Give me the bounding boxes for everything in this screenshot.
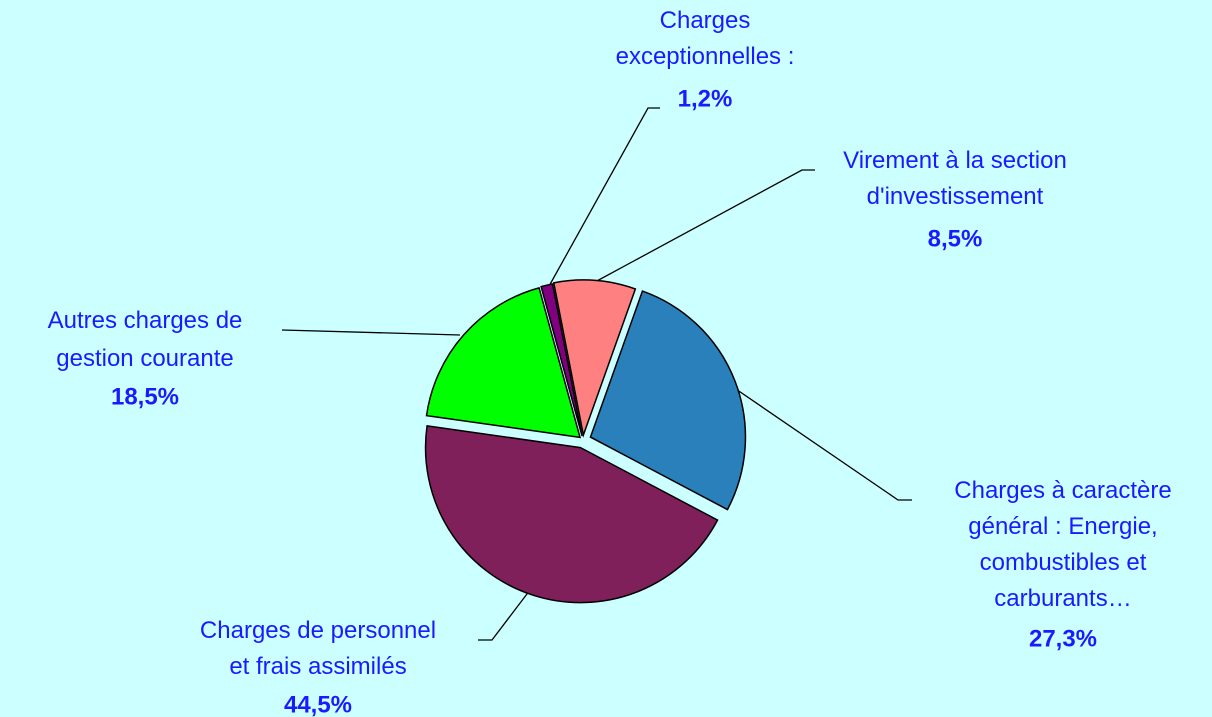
- leader-line: [547, 107, 660, 289]
- leader-line: [594, 169, 815, 283]
- leader-lines: [281, 107, 912, 641]
- pie-slice: [552, 279, 637, 438]
- value-label: 1,2%: [678, 85, 733, 112]
- pie-slice: [425, 286, 582, 439]
- leader-line: [478, 589, 531, 641]
- pie-slice: [540, 283, 583, 437]
- slice-label: Virement à la section d'investissement: [843, 147, 1067, 210]
- leader-line: [729, 384, 912, 501]
- slice-label: Charges exceptionnelles :: [616, 7, 795, 70]
- value-label: 27,3%: [1029, 625, 1097, 652]
- slice-label: Autres charges de gestion courante: [48, 307, 243, 372]
- slice-label: Charges de personnel et frais assimilés: [200, 617, 436, 680]
- value-label: 44,5%: [284, 691, 352, 717]
- slice-label: Charges à caractère général : Energie, com…: [954, 477, 1171, 612]
- value-label: 8,5%: [928, 225, 983, 252]
- pie-slice: [424, 424, 719, 604]
- pie-slice: [589, 290, 747, 511]
- value-label: 18,5%: [111, 383, 179, 410]
- leader-line: [281, 329, 461, 336]
